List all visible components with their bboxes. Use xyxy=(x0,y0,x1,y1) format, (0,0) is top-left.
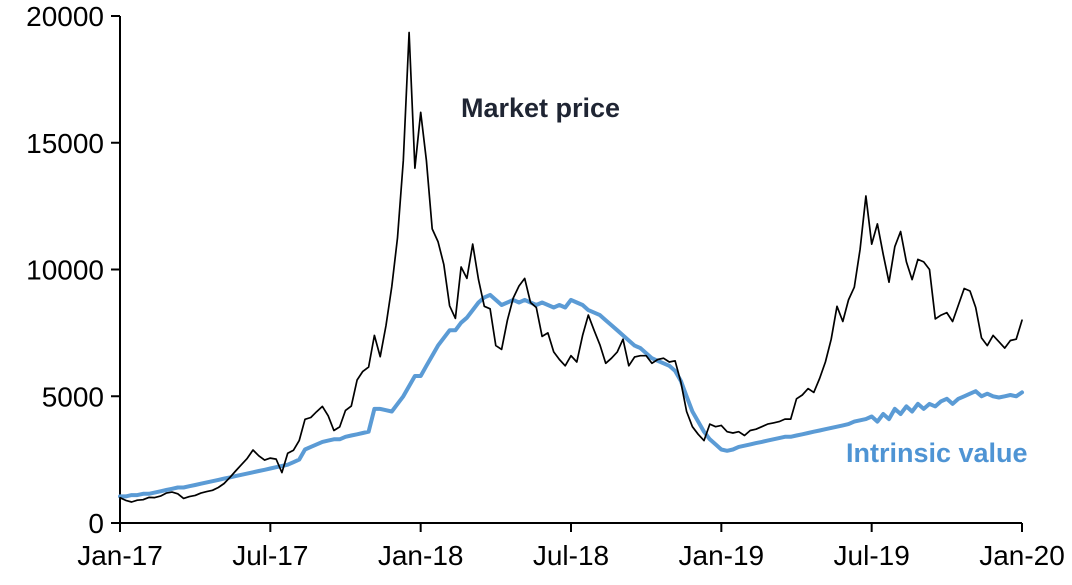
y-tick-label: 0 xyxy=(88,508,104,539)
market-price-series-label: Market price xyxy=(461,93,621,123)
x-tick-label: Jul-17 xyxy=(232,540,308,571)
y-tick-label: 20000 xyxy=(26,1,104,32)
market-price-line xyxy=(119,31,1023,503)
y-tick-label: 15000 xyxy=(26,128,104,159)
x-tick-label: Jul-19 xyxy=(834,540,910,571)
y-tick-label: 5000 xyxy=(42,381,104,412)
x-tick-label: Jan-19 xyxy=(679,540,765,571)
intrinsic-value-line xyxy=(118,292,1024,499)
x-tick-label: Jan-18 xyxy=(378,540,464,571)
x-tick-label: Jan-17 xyxy=(77,540,163,571)
x-tick-label: Jan-20 xyxy=(979,540,1065,571)
x-tick-label: Jul-18 xyxy=(533,540,609,571)
y-tick-label: 10000 xyxy=(26,255,104,286)
intrinsic-value-series-label: Intrinsic value xyxy=(846,438,1028,468)
